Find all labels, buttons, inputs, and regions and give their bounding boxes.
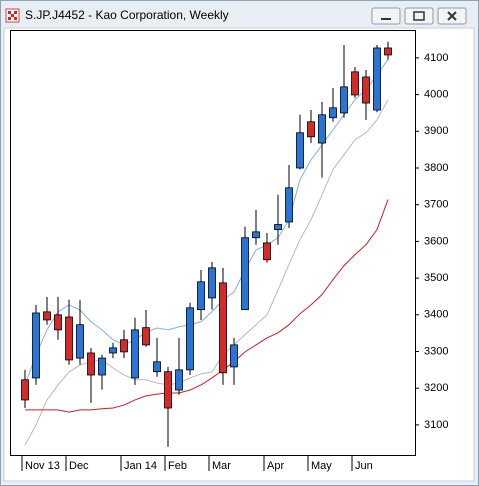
y-tick-label: 3900 bbox=[424, 125, 448, 137]
y-tick-label: 3100 bbox=[424, 419, 448, 431]
moving-average bbox=[24, 59, 389, 386]
y-tick-label: 4000 bbox=[424, 89, 448, 101]
app-icon bbox=[5, 8, 20, 23]
candle-body bbox=[164, 371, 172, 409]
x-tick-label: Apr bbox=[267, 460, 284, 472]
candle-body bbox=[43, 311, 51, 321]
x-tick-label: Nov 13 bbox=[25, 460, 60, 472]
candle-body bbox=[175, 369, 183, 391]
candle-body bbox=[153, 361, 161, 373]
candle-body bbox=[373, 47, 381, 111]
candle-body bbox=[274, 224, 282, 231]
candle-body bbox=[329, 107, 337, 119]
candle-body bbox=[131, 329, 139, 379]
x-tick-label: Dec bbox=[69, 460, 89, 472]
candle-body bbox=[87, 352, 95, 376]
moving-average bbox=[25, 199, 389, 413]
candle-body bbox=[384, 47, 392, 56]
y-tick-label: 3500 bbox=[424, 272, 448, 284]
candle-body bbox=[142, 327, 150, 346]
y-tick-label: 3600 bbox=[424, 235, 448, 247]
candle-body bbox=[98, 357, 106, 376]
candle-body bbox=[21, 379, 29, 401]
y-tick-label: 3300 bbox=[424, 345, 448, 357]
x-tick-label: May bbox=[311, 460, 332, 472]
x-tick-label: Feb bbox=[168, 460, 187, 472]
candle-body bbox=[296, 132, 304, 169]
candle-body bbox=[65, 316, 73, 361]
candle-body bbox=[219, 282, 227, 374]
candle-body bbox=[109, 347, 117, 354]
y-tick-label: 4100 bbox=[424, 52, 448, 64]
candle-body bbox=[208, 267, 216, 299]
candle-body bbox=[186, 307, 194, 371]
candle-body bbox=[340, 86, 348, 114]
moving-average bbox=[24, 99, 389, 446]
minimize-button[interactable] bbox=[371, 7, 401, 25]
y-tick-label: 3200 bbox=[424, 382, 448, 394]
candle-body bbox=[54, 314, 62, 331]
candle-body bbox=[120, 339, 128, 353]
y-tick-label: 3700 bbox=[424, 199, 448, 211]
candle-body bbox=[252, 231, 260, 239]
window-title: S.JP.J4452 - Kao Corporation, Weekly bbox=[25, 8, 229, 22]
plot-area bbox=[10, 30, 416, 456]
candle-body bbox=[362, 76, 370, 104]
candle-body bbox=[241, 237, 249, 311]
candle-body bbox=[230, 344, 238, 368]
candle-body bbox=[197, 281, 205, 311]
y-tick-label: 3800 bbox=[424, 162, 448, 174]
candle-body bbox=[32, 312, 40, 379]
y-tick-label: 3400 bbox=[424, 309, 448, 321]
candle-body bbox=[307, 121, 315, 138]
x-tick-label: Jun bbox=[355, 460, 373, 472]
candle-body bbox=[285, 187, 293, 223]
candle-body bbox=[263, 242, 271, 261]
candle-body bbox=[76, 324, 84, 359]
x-tick-label: Mar bbox=[212, 460, 231, 472]
restore-button[interactable] bbox=[404, 7, 434, 25]
x-tick-label: Jan 14 bbox=[124, 460, 157, 472]
candle-body bbox=[318, 114, 326, 144]
candle-body bbox=[351, 71, 359, 96]
close-button[interactable] bbox=[437, 7, 467, 25]
